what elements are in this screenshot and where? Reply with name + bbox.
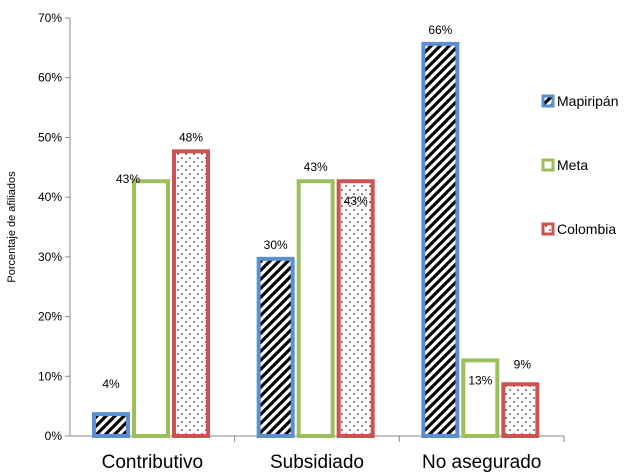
legend: Mapiripán Meta Colombia: [541, 93, 618, 237]
x-category-label: No asegurado: [422, 452, 541, 473]
data-label: 48%: [179, 130, 203, 144]
bar-meta: [461, 358, 500, 438]
y-tick-label: 10%: [38, 369, 62, 383]
x-category-label: Subsidiado: [270, 452, 364, 473]
x-category-labels: Contributivo Subsidiado No asegurado: [102, 436, 565, 473]
bar-colombia: [172, 149, 210, 438]
y-tick-label: 20%: [38, 310, 62, 324]
data-label: 30%: [264, 238, 288, 252]
y-ticks: 0% 10% 20% 30% 40% 50% 60% 70%: [38, 11, 70, 443]
data-label: 43%: [344, 194, 368, 208]
data-label: 43%: [304, 160, 328, 174]
bar-meta: [296, 179, 335, 438]
legend-swatch: [541, 94, 555, 108]
data-label: 66%: [428, 23, 452, 37]
bar-colombia: [336, 179, 375, 438]
y-tick-label: 70%: [38, 11, 62, 25]
y-tick-label: 60%: [38, 71, 62, 85]
y-tick-label: 0%: [45, 429, 63, 443]
y-tick-label: 30%: [38, 250, 62, 264]
y-tick-label: 50%: [38, 130, 62, 144]
bars: [92, 41, 540, 439]
data-label: 9%: [514, 357, 532, 371]
data-label: 43%: [116, 172, 140, 186]
x-category-label: Contributivo: [102, 452, 203, 473]
bar-mapiripán: [92, 412, 130, 439]
data-labels: 4% 30% 66% 43% 43% 13% 48% 43% 9%: [102, 23, 531, 391]
legend-label: Colombia: [557, 221, 616, 237]
data-label: 13%: [468, 373, 492, 387]
legend-label: Mapiripán: [557, 93, 618, 109]
data-label: 4%: [102, 377, 120, 391]
legend-label: Meta: [557, 157, 588, 173]
legend-swatch: [541, 222, 555, 236]
bar-mapiripán: [421, 41, 460, 439]
y-axis-title: Porcentaje de afiliados: [6, 171, 18, 283]
y-tick-label: 40%: [38, 190, 62, 204]
legend-swatch: [541, 158, 555, 172]
bar-meta: [132, 179, 170, 438]
bar-mapiripán: [256, 256, 295, 438]
bar-colombia: [501, 382, 540, 438]
